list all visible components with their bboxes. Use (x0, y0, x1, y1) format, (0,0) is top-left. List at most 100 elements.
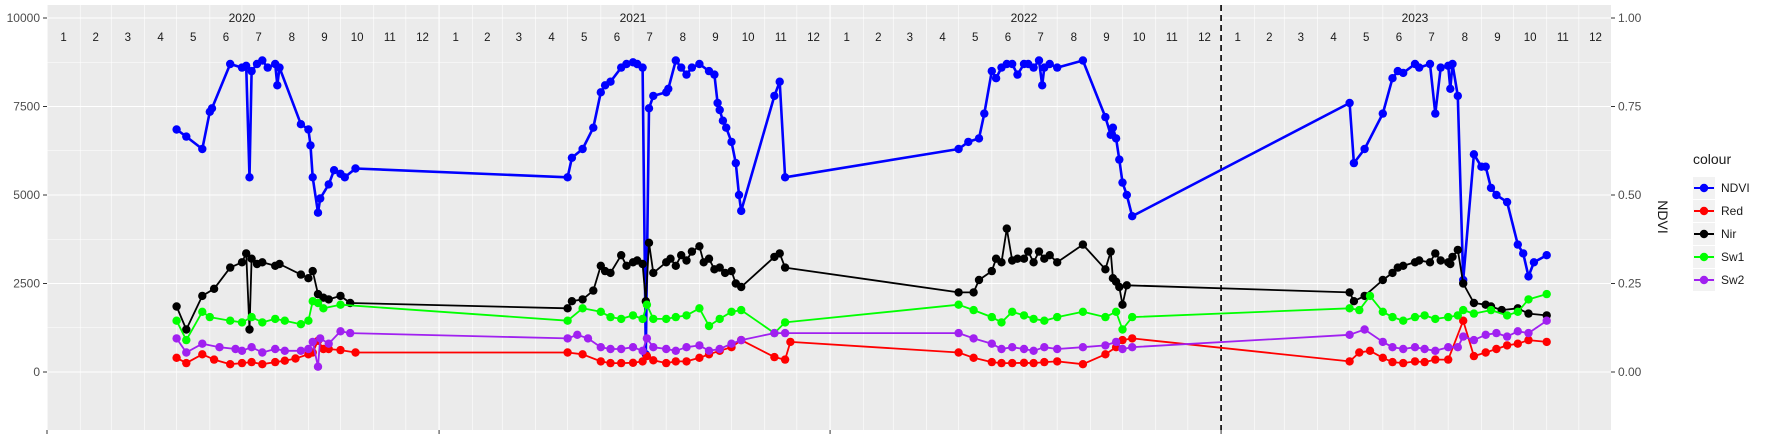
sw1-point (649, 314, 658, 324)
ndvi-point (316, 194, 325, 203)
sw1-point (969, 305, 978, 315)
sw2-point (563, 334, 572, 343)
ndvi-point (1486, 183, 1496, 193)
sw2-point (336, 327, 345, 336)
month-label: 11 (1166, 32, 1178, 44)
sw1-point (563, 316, 572, 325)
year-label: 2023 (1402, 11, 1429, 25)
sw2-point (954, 328, 963, 338)
sw1-point (606, 312, 615, 322)
sw2-point (649, 343, 658, 352)
y2-tick-label: 1.00 (1618, 11, 1642, 25)
ndvi-point (974, 134, 984, 143)
month-label: 1 (1234, 32, 1240, 44)
ndvi-point (578, 144, 587, 154)
red-point (1542, 337, 1551, 347)
month-label: 8 (289, 32, 295, 44)
red-point (198, 350, 207, 359)
red-point (1444, 355, 1453, 364)
sw1-point (671, 312, 680, 322)
legend: colour NDVI Red Nir Sw1 Sw2 (1693, 151, 1750, 291)
nir-point (1023, 247, 1033, 256)
month-label: 10 (742, 32, 755, 44)
year-label: 2021 (620, 11, 647, 25)
ndvi-point (1425, 59, 1435, 69)
nir-point (1378, 275, 1388, 285)
month-label: 2 (484, 32, 490, 44)
ndvi-point (964, 137, 973, 147)
ndvi-point (1108, 123, 1118, 132)
red-point (954, 348, 963, 357)
sw2-point (1378, 337, 1388, 347)
ndvi-point (1446, 84, 1455, 94)
ndvi-point (340, 173, 349, 182)
month-label: 1 (452, 32, 458, 44)
sw1-point (247, 312, 256, 322)
nir-point (567, 297, 577, 306)
sw2-point (1431, 346, 1440, 355)
sw2-point (662, 344, 671, 354)
sw2-point (215, 343, 224, 352)
red-point (578, 350, 587, 359)
month-label: 6 (1005, 32, 1011, 44)
series-sw2 (172, 316, 1551, 371)
sw1-point (205, 312, 214, 322)
nir-point (1013, 254, 1022, 263)
red-point (628, 358, 638, 367)
sw2-point (1481, 330, 1490, 339)
sw1-point (617, 314, 626, 324)
sw2-point (1453, 343, 1463, 352)
nir-point (1415, 256, 1424, 265)
ndvi-point (1378, 109, 1388, 118)
legend-key-point (1699, 252, 1709, 262)
sw1-point (682, 311, 691, 320)
nir-point (695, 242, 704, 251)
red-point (1410, 357, 1420, 366)
sw2-point (1513, 327, 1523, 336)
ndvi-point (1513, 240, 1523, 249)
sw2-point (271, 344, 280, 354)
nir-point (1459, 279, 1468, 288)
nir-point (969, 288, 978, 297)
sw2-point (231, 344, 240, 354)
month-label: 11 (384, 32, 396, 44)
red-point (1345, 357, 1354, 366)
sw2-point (1459, 332, 1468, 341)
ndvi-point (1078, 56, 1088, 65)
red-point (247, 357, 256, 367)
red-point (671, 357, 680, 366)
sw1-point (1469, 309, 1479, 318)
sw1-point (1078, 307, 1088, 316)
sw1-point (313, 298, 323, 308)
sw2-point (1078, 343, 1088, 352)
sw2-point (1410, 343, 1420, 352)
red-point (351, 348, 360, 357)
nir-point (1122, 281, 1132, 290)
legend-key-point (1699, 206, 1709, 216)
ndvi-point (308, 173, 317, 182)
sw1-point (336, 300, 345, 309)
series-layer (172, 56, 1551, 371)
nir-point (1425, 258, 1435, 267)
sw1-point (638, 314, 647, 324)
sw2-point (1444, 343, 1453, 352)
sw1-point (596, 307, 605, 316)
ndvi-point (296, 120, 306, 129)
month-label: 3 (907, 32, 913, 44)
sw1-point (1008, 307, 1017, 316)
ndvi-point (567, 153, 577, 162)
sw1-point (715, 314, 724, 324)
sw2-point (237, 346, 247, 355)
nir-point (1118, 300, 1127, 309)
sw1-point (237, 318, 247, 327)
sw2-point (987, 339, 996, 348)
legend-label: Sw1 (1721, 250, 1745, 264)
month-label: 6 (614, 32, 620, 44)
nir-point (1053, 258, 1062, 267)
ndvi-point (695, 59, 704, 69)
red-point (969, 353, 978, 362)
month-label: 10 (1133, 32, 1146, 44)
sw1-point (1040, 316, 1049, 325)
sw2-point (346, 328, 355, 338)
